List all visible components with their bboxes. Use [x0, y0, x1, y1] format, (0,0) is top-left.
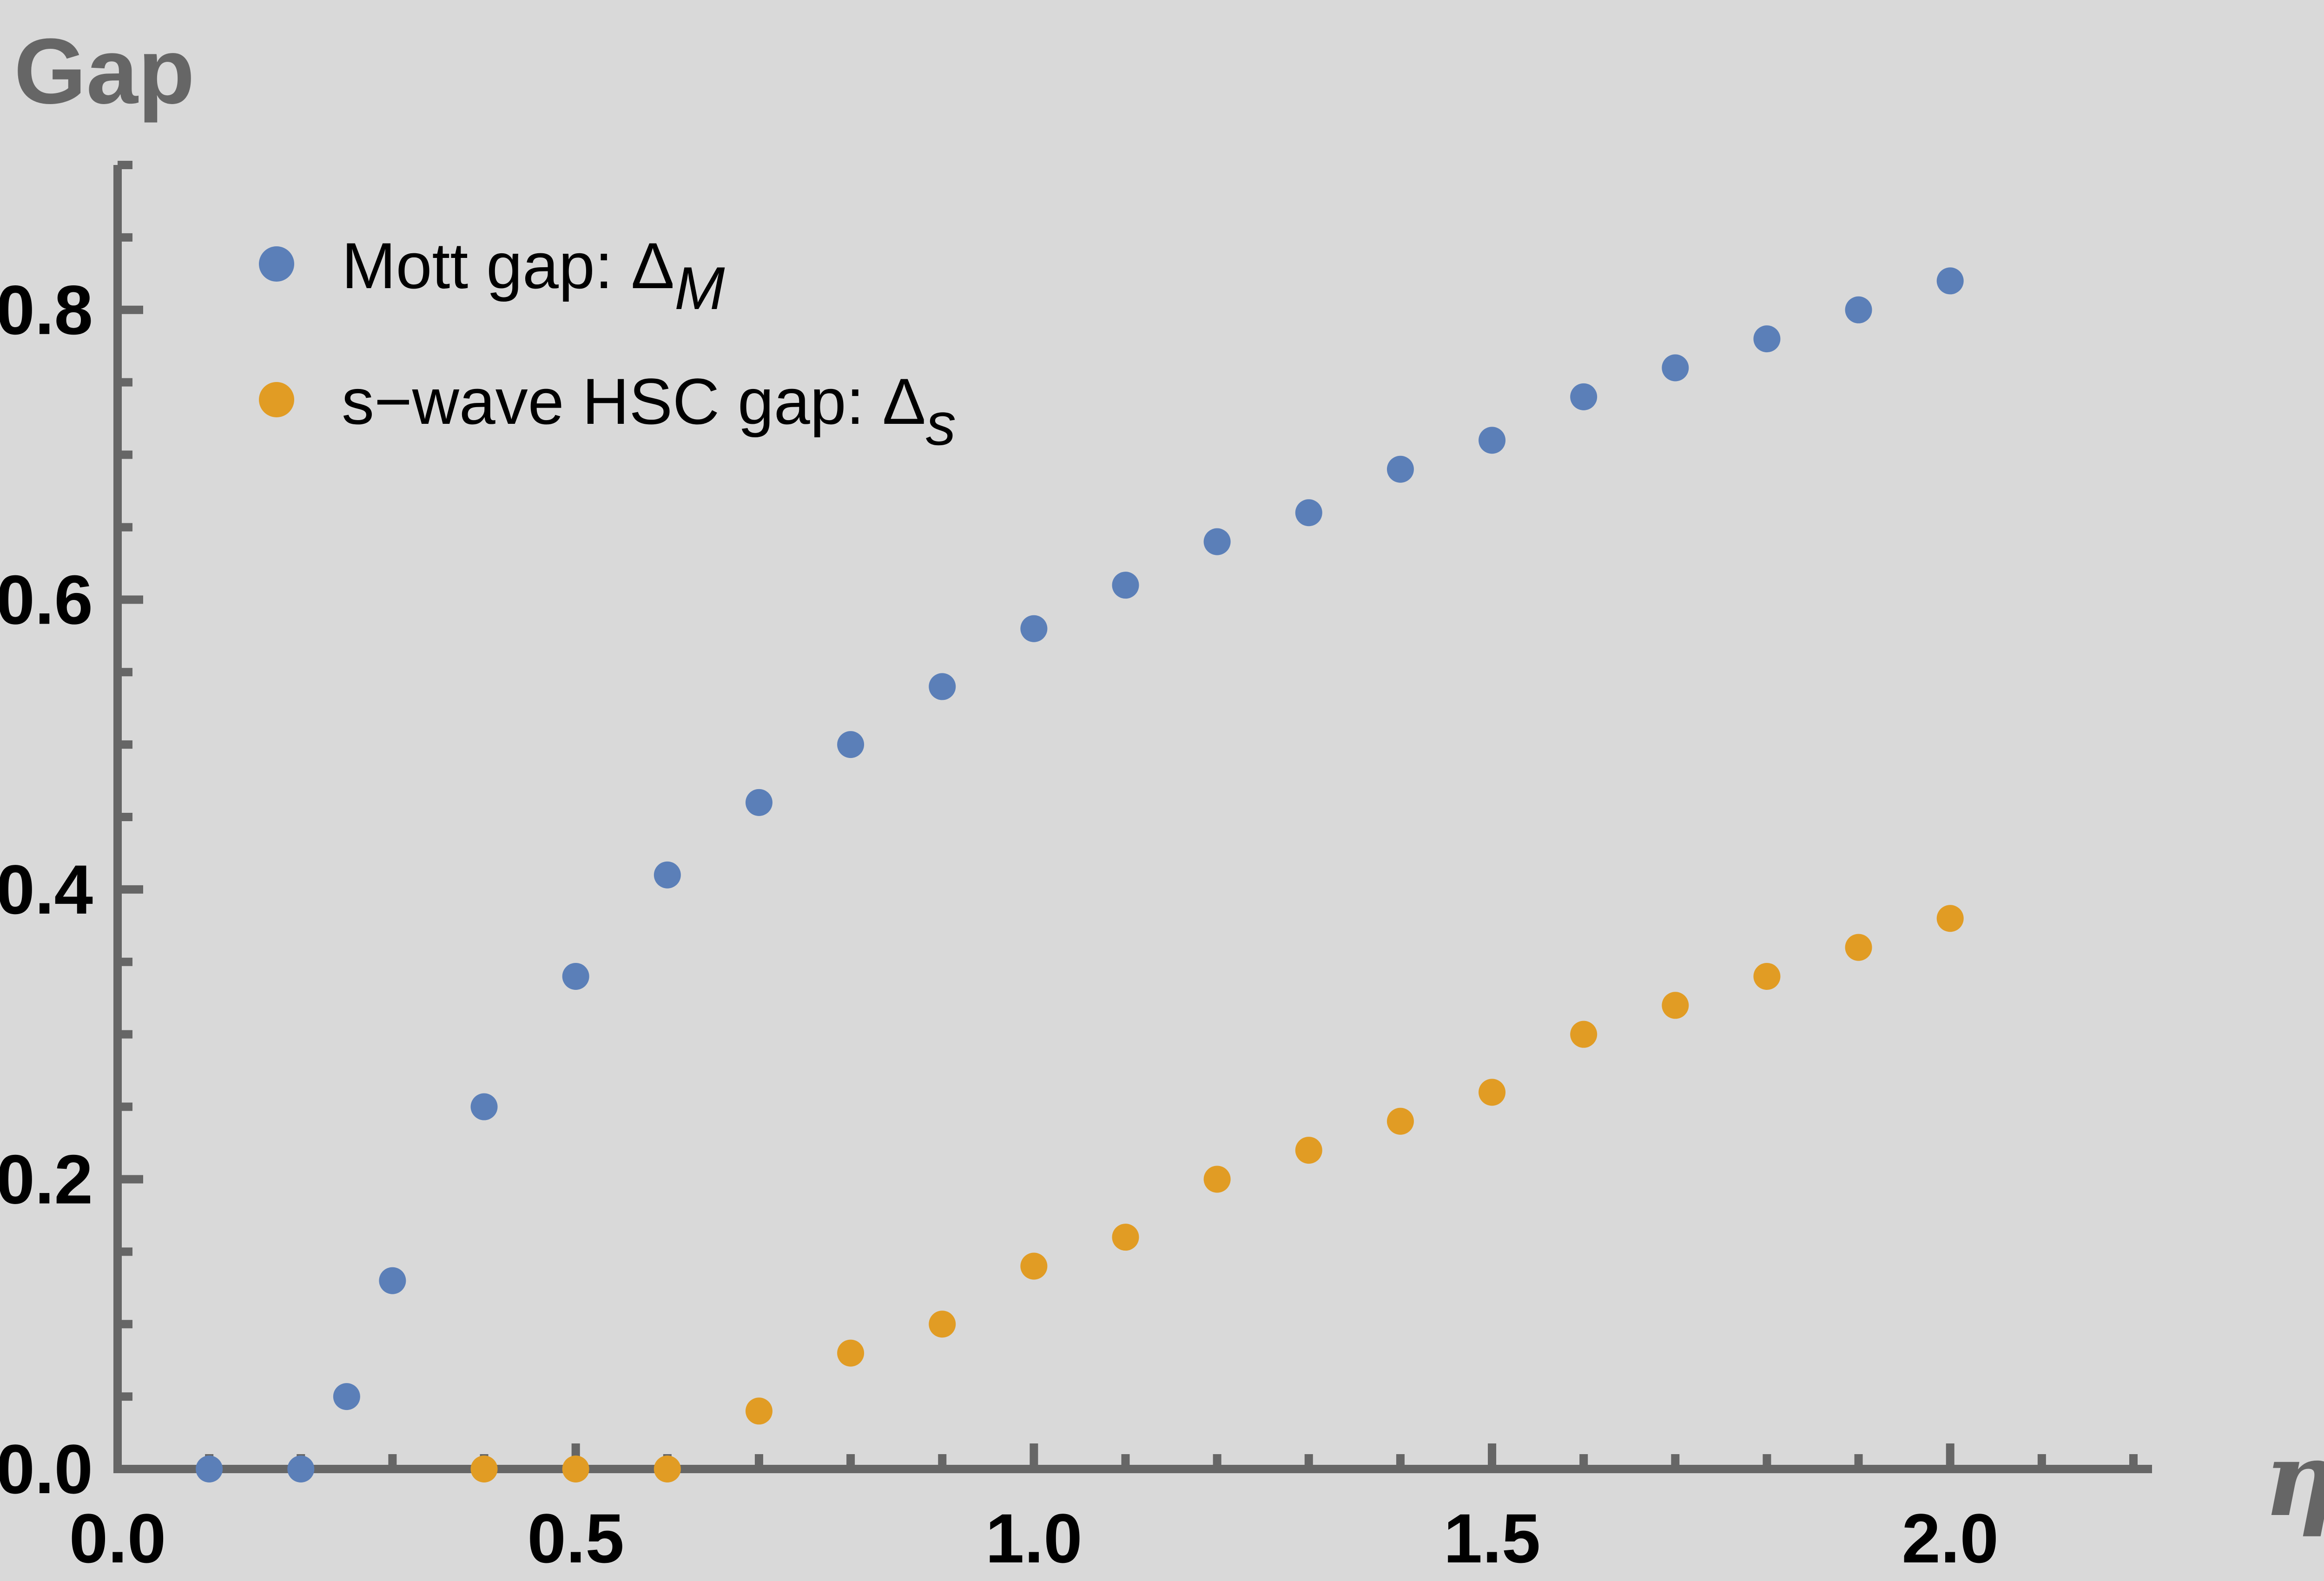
mott-gap-point — [379, 1267, 406, 1294]
legend-label-swave-subscript: s — [926, 390, 956, 458]
legend-label-swave: s−wave HSC gap: Δs — [342, 365, 956, 458]
mott-gap-point — [1662, 354, 1689, 382]
x-tick-labels: 0.0 0.5 1.0 1.5 2.0 — [69, 1499, 1999, 1577]
x-tick-label: 0.5 — [527, 1499, 624, 1577]
legend-label-mott-text: Mott gap: Δ — [342, 229, 674, 302]
mott-gap-point — [1845, 296, 1872, 323]
legend-label-mott-subscript: M — [674, 254, 725, 322]
legend-label-mott: Mott gap: ΔM — [342, 229, 725, 322]
x-axis-label: η — [2264, 1419, 2324, 1539]
axes — [113, 165, 2152, 1473]
mott-gap-point — [1112, 572, 1139, 599]
swave-gap-point — [745, 1397, 772, 1425]
mott-gap-point — [470, 1093, 498, 1120]
mott-gap-point — [1295, 499, 1322, 527]
mott-gap-point — [837, 731, 865, 758]
mott-gap-point — [1936, 267, 1964, 295]
swave-gap-point — [470, 1456, 498, 1482]
data-points — [196, 267, 1964, 1482]
x-tick-label: 2.0 — [1901, 1499, 1999, 1577]
swave-gap-point — [1753, 962, 1781, 990]
x-tick-label: 1.5 — [1444, 1499, 1541, 1577]
swave-gap-point — [1936, 905, 1964, 932]
x-tick-label: 1.0 — [985, 1499, 1083, 1577]
swave-gap-point — [1386, 1107, 1414, 1135]
y-tick-label: 0.2 — [0, 1140, 93, 1218]
mott-gap-point — [1479, 427, 1506, 454]
swave-gap-point — [1845, 934, 1872, 961]
legend: Mott gap: ΔM s−wave HSC gap: Δs — [259, 229, 956, 458]
x-tick-label: 0.0 — [69, 1499, 166, 1577]
mott-gap-point — [1203, 528, 1231, 555]
swave-gap-point — [1479, 1079, 1506, 1106]
y-tick-label: 0.4 — [0, 850, 93, 929]
swave-gap-point — [1203, 1166, 1231, 1193]
y-tick-label: 0.6 — [0, 560, 93, 639]
y-tick-labels: 0.0 0.2 0.4 0.6 0.8 — [0, 271, 93, 1508]
mott-gap-point — [1753, 325, 1781, 353]
swave-gap-point — [1662, 992, 1689, 1019]
swave-gap-point — [1020, 1252, 1048, 1280]
mott-gap-point — [745, 789, 772, 816]
mott-gap-point — [929, 673, 956, 700]
mott-gap-point — [1570, 383, 1598, 410]
mott-gap-point — [333, 1383, 360, 1410]
y-tick-label: 0.0 — [0, 1430, 93, 1508]
legend-label-swave-text: s−wave HSC gap: Δ — [342, 365, 926, 438]
y-axis-title: Gap — [14, 20, 195, 123]
swave-gap-point — [654, 1456, 681, 1482]
swave-gap-point — [929, 1311, 956, 1338]
swave-gap-point — [1112, 1224, 1139, 1251]
legend-marker-mott — [259, 246, 294, 282]
legend-marker-swave — [259, 382, 294, 417]
mott-gap-point — [287, 1456, 315, 1482]
mott-gap-point — [196, 1456, 223, 1482]
swave-gap-point — [837, 1339, 865, 1367]
mott-gap-point — [1386, 455, 1414, 483]
mott-gap-point — [654, 861, 681, 889]
mott-gap-point — [1020, 615, 1048, 642]
swave-gap-point — [562, 1456, 589, 1482]
swave-gap-point — [1570, 1021, 1598, 1048]
mott-gap-point — [562, 962, 589, 990]
swave-gap-point — [1295, 1137, 1322, 1164]
y-tick-label: 0.8 — [0, 271, 93, 349]
